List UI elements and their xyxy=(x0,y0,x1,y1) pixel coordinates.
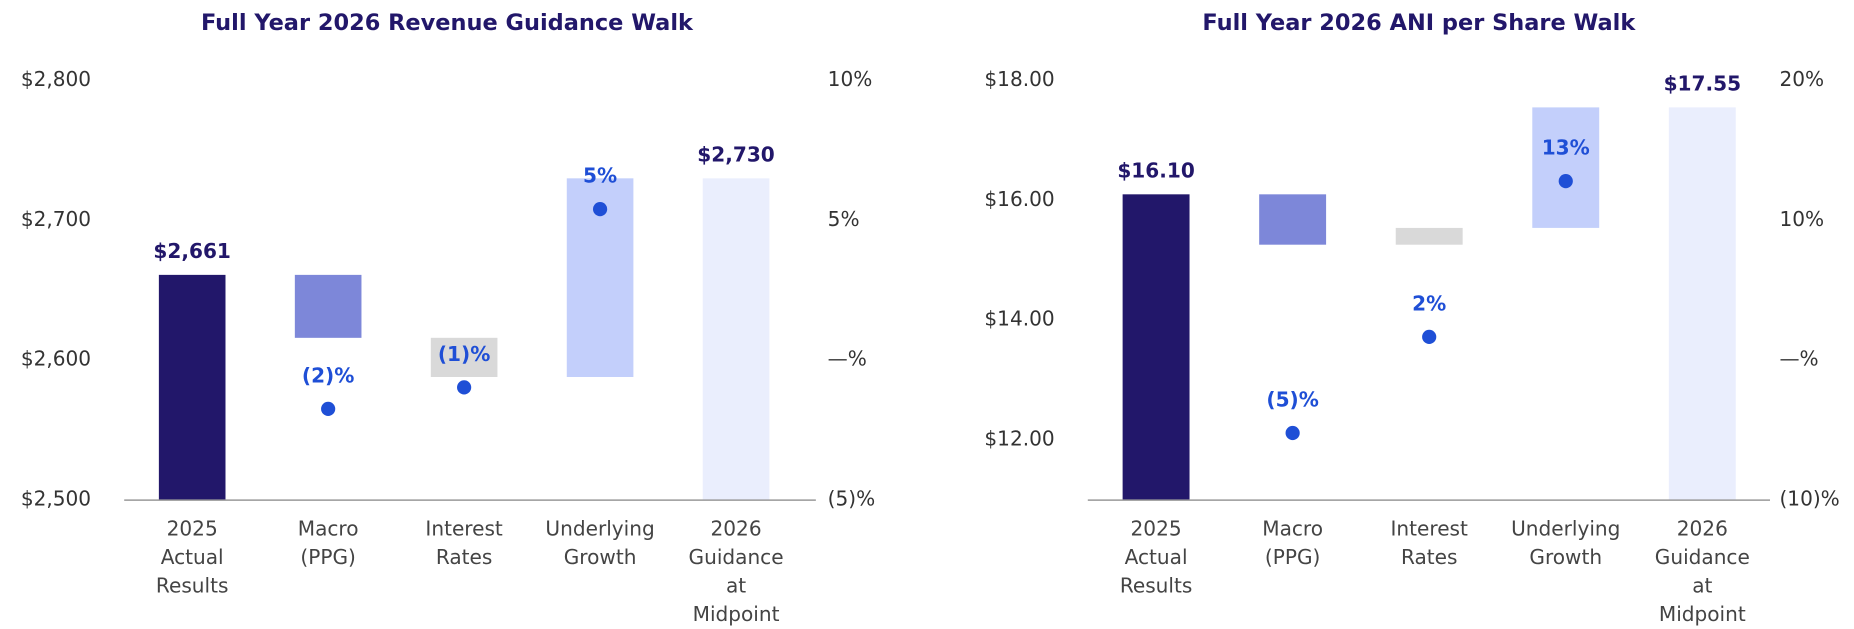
y-tick-label: $12.00 xyxy=(984,427,1054,451)
y-tick-label: $2,800 xyxy=(21,67,91,91)
bar xyxy=(702,178,770,501)
chart-title: Full Year 2026 ANI per Share Walk xyxy=(1202,10,1636,36)
y-tick-label: $16.00 xyxy=(984,187,1054,211)
bar xyxy=(1395,227,1463,245)
marker-label: 5% xyxy=(583,164,617,188)
chart-title: Full Year 2026 Revenue Guidance Walk xyxy=(201,10,694,36)
y-tick-label: $2,600 xyxy=(21,347,91,371)
marker-label: 2% xyxy=(1412,291,1446,315)
value-label: $16.10 xyxy=(1117,158,1195,182)
value-label: $2,730 xyxy=(697,142,775,166)
marker-label: 13% xyxy=(1542,136,1590,160)
bar xyxy=(1122,194,1190,501)
y-tick-label: $14.00 xyxy=(984,307,1054,331)
y2-tick-label: 5% xyxy=(828,207,860,231)
bar xyxy=(294,274,362,338)
x-tick-label: Macro (PPG) xyxy=(1262,516,1323,568)
marker xyxy=(457,380,472,395)
x-tick-label: 2025 Actual Results xyxy=(156,516,228,597)
y2-tick-label: 10% xyxy=(1779,207,1824,231)
bar xyxy=(430,337,498,378)
marker xyxy=(592,202,608,217)
x-tick-label: 2025 Actual Results xyxy=(1120,516,1193,597)
y2-tick-label: (5)% xyxy=(828,487,876,511)
y-tick-label: $18.00 xyxy=(984,67,1054,91)
bar xyxy=(1259,194,1327,245)
y-tick-label: $2,500 xyxy=(21,487,91,511)
bar xyxy=(1668,107,1736,501)
x-tick-label: Interest Rates xyxy=(1391,516,1468,568)
marker-label: (2)% xyxy=(302,363,354,387)
y2-tick-label: —% xyxy=(1779,347,1818,371)
x-tick-label: Underlying Growth xyxy=(1511,516,1620,568)
bar xyxy=(1532,107,1600,228)
bar xyxy=(158,274,226,501)
x-tick-label: Underlying Growth xyxy=(545,516,654,568)
value-label: $17.55 xyxy=(1664,71,1741,95)
x-tick-label: 2026 Guidance at Midpoint xyxy=(1655,516,1750,625)
marker-label: (5)% xyxy=(1266,388,1318,412)
x-tick-label: Interest Rates xyxy=(425,516,502,568)
value-label: $2,661 xyxy=(153,239,230,263)
marker xyxy=(1285,425,1300,441)
y2-tick-label: —% xyxy=(828,347,867,371)
y2-tick-label: (10)% xyxy=(1779,487,1839,511)
marker xyxy=(1558,174,1573,189)
y2-tick-label: 20% xyxy=(1779,67,1824,91)
y2-tick-label: 10% xyxy=(828,67,873,91)
marker xyxy=(321,401,336,416)
x-tick-label: 2026 Guidance at Midpoint xyxy=(689,516,784,625)
x-tick-label: Macro (PPG) xyxy=(298,516,359,568)
marker-label: (1)% xyxy=(438,342,490,366)
y-tick-label: $2,700 xyxy=(21,207,91,231)
marker xyxy=(1422,329,1437,344)
